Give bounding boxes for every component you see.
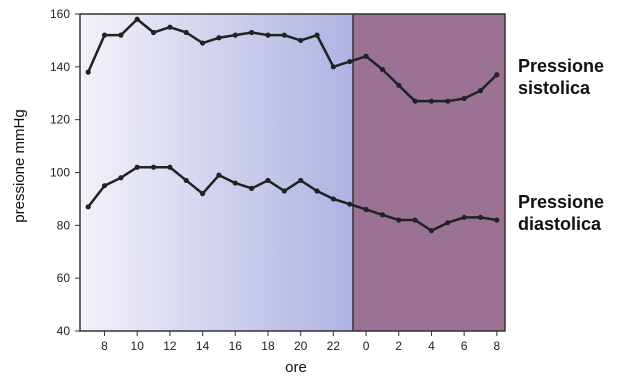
data-point — [330, 196, 336, 202]
data-point — [265, 177, 271, 184]
data-point — [118, 175, 124, 181]
data-point — [199, 191, 206, 197]
data-point — [281, 32, 287, 38]
data-point — [298, 37, 304, 44]
series-group — [85, 16, 500, 234]
data-point — [249, 185, 255, 191]
data-point — [298, 177, 304, 184]
data-point — [412, 98, 418, 104]
x-tick-label: 8 — [101, 339, 108, 353]
data-point — [347, 201, 353, 207]
data-point — [85, 204, 91, 210]
data-point — [428, 98, 435, 104]
x-tick-label: 12 — [163, 339, 177, 353]
data-point — [314, 32, 320, 38]
x-tick-label: 22 — [327, 339, 341, 353]
series-label-diastolica: Pressione — [518, 192, 604, 212]
series-label-sistolica: Pressione — [518, 56, 604, 76]
data-point — [477, 214, 484, 221]
data-point — [412, 217, 418, 223]
data-point — [134, 164, 140, 170]
data-point — [232, 180, 238, 186]
data-point — [150, 29, 157, 36]
y-tick-label: 40 — [57, 324, 71, 338]
x-tick-label: 18 — [261, 339, 275, 353]
data-point — [150, 164, 157, 170]
data-point — [216, 172, 222, 178]
data-point — [232, 32, 238, 38]
data-point — [445, 98, 451, 104]
data-point — [477, 88, 484, 94]
y-tick-label: 60 — [57, 271, 71, 285]
data-point — [461, 214, 467, 221]
data-point — [199, 40, 206, 46]
x-tick-label: 16 — [229, 339, 243, 353]
data-point — [134, 16, 140, 22]
data-point — [461, 95, 467, 102]
data-point — [167, 24, 173, 30]
data-point — [445, 220, 451, 226]
data-point — [396, 217, 402, 223]
series-line-diastolica — [87, 165, 498, 232]
x-axis-ticks: 8 10 12 14 16 18 20 22 0 2 4 6 8 — [101, 331, 500, 353]
x-tick-label: 6 — [461, 339, 468, 353]
data-point — [167, 164, 173, 170]
data-point — [379, 66, 386, 73]
data-point — [330, 64, 336, 70]
series-label-diastolica: diastolica — [518, 214, 602, 234]
y-axis-ticks: 40 60 80 100 120 140 160 — [50, 7, 80, 338]
night-band — [352, 14, 505, 331]
y-axis-title: pressione mmHg — [11, 109, 28, 222]
data-point — [494, 72, 500, 78]
data-point — [183, 177, 189, 184]
x-tick-label: 20 — [294, 339, 308, 353]
day-band — [80, 14, 353, 331]
x-tick-label: 0 — [363, 339, 370, 353]
y-tick-label: 140 — [50, 60, 70, 74]
x-tick-label: 8 — [493, 339, 500, 353]
data-point — [249, 29, 255, 36]
data-point — [314, 188, 320, 194]
data-point — [363, 206, 369, 213]
data-point — [379, 212, 386, 218]
data-point — [265, 32, 271, 38]
x-tick-label: 10 — [131, 339, 145, 353]
y-tick-label: 120 — [50, 113, 70, 127]
data-point — [494, 217, 500, 223]
x-tick-label: 2 — [395, 339, 402, 353]
data-point — [281, 188, 287, 194]
data-point — [396, 82, 402, 88]
y-tick-label: 100 — [50, 166, 70, 180]
data-point — [101, 32, 108, 38]
data-point — [85, 69, 91, 75]
y-tick-label: 160 — [50, 7, 70, 21]
data-point — [118, 32, 124, 38]
y-tick-label: 80 — [57, 218, 71, 232]
x-tick-label: 14 — [196, 339, 210, 353]
data-point — [101, 183, 108, 189]
data-point — [216, 35, 222, 41]
series-label-sistolica: sistolica — [518, 78, 591, 98]
data-point — [347, 58, 353, 65]
series-line-sistolica — [87, 18, 498, 103]
data-point — [428, 228, 435, 234]
background-bands — [80, 14, 505, 331]
data-point — [183, 29, 189, 36]
x-axis-title: ore — [285, 359, 307, 376]
x-tick-label: 4 — [428, 339, 435, 353]
data-point — [363, 53, 369, 59]
